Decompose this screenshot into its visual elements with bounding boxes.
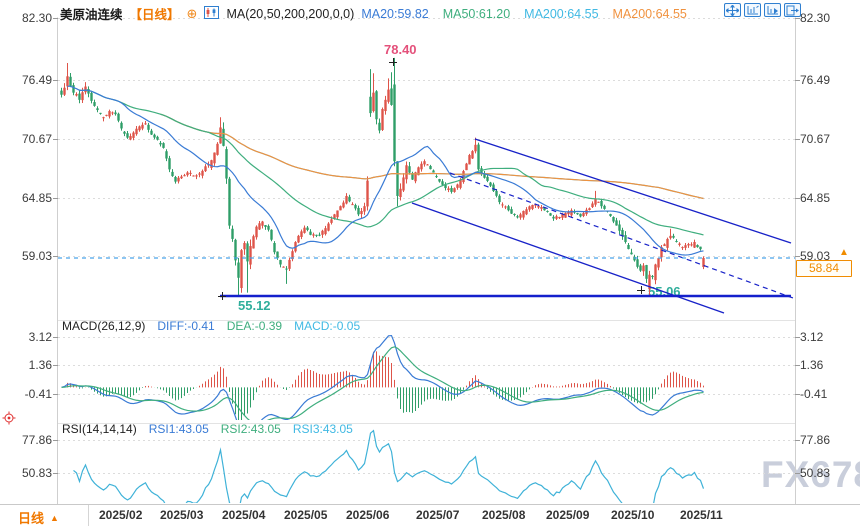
divider — [88, 505, 89, 526]
lock-scale-icon[interactable] — [764, 3, 781, 17]
circle-plus-icon[interactable]: ⊕ — [186, 5, 198, 21]
x-axis-label: 2025/04 — [222, 508, 266, 522]
period-selector-label: 日线 — [18, 511, 45, 526]
x-axis-label: 2025/10 — [611, 508, 655, 522]
x-axis-label: 2025/07 — [416, 508, 460, 522]
x-axis-label: 2025/09 — [546, 508, 590, 522]
x-axis-label: 2025/11 — [680, 508, 723, 522]
chart-toolbar — [724, 3, 801, 17]
period-selector-arrow-icon: ▲ — [50, 512, 59, 523]
target-icon[interactable] — [2, 411, 16, 430]
period-selector[interactable]: 日线 ▲ — [18, 508, 59, 526]
pan-tool-icon[interactable] — [724, 3, 741, 17]
x-axis-label: 2025/06 — [346, 508, 390, 522]
x-axis-label: 2025/08 — [482, 508, 526, 522]
exit-chart-icon[interactable] — [784, 3, 801, 17]
x-axis-label: 2025/03 — [160, 508, 204, 522]
fit-scale-icon[interactable] — [744, 3, 761, 17]
x-axis-label: 2025/05 — [284, 508, 328, 522]
x-axis-strip: 日线 ▲ 2025/02 2025/03 2025/04 2025/05 2025/06… — [0, 504, 860, 526]
x-axis-label: 2025/02 — [99, 508, 143, 522]
